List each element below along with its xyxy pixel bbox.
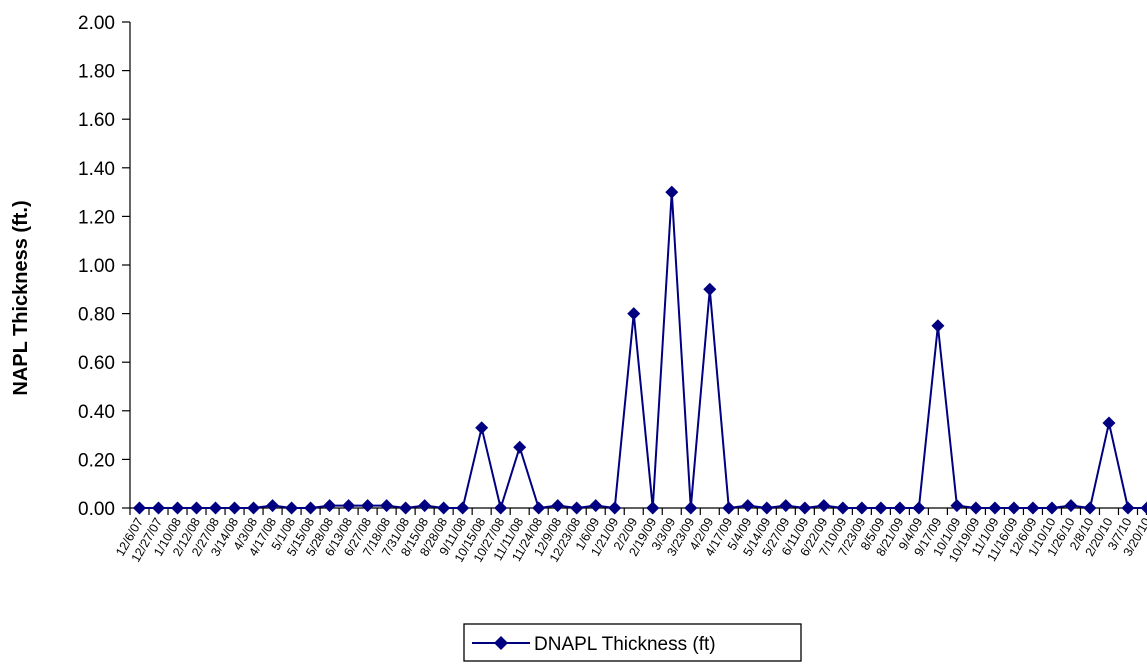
data-point-marker bbox=[513, 441, 526, 454]
data-point-marker bbox=[475, 421, 488, 434]
data-point-marker bbox=[399, 502, 412, 515]
data-point-marker bbox=[551, 499, 564, 512]
data-point-marker bbox=[152, 502, 165, 515]
data-point-marker bbox=[380, 499, 393, 512]
data-point-marker bbox=[1064, 499, 1077, 512]
data-point-marker bbox=[1083, 502, 1096, 515]
data-point-marker bbox=[570, 502, 583, 515]
y-tick-label: 1.80 bbox=[78, 62, 115, 83]
data-point-marker bbox=[133, 502, 146, 515]
data-point-marker bbox=[532, 502, 545, 515]
data-point-marker bbox=[209, 502, 222, 515]
y-tick-label: 0.00 bbox=[78, 499, 115, 520]
data-point-marker bbox=[608, 502, 621, 515]
data-point-marker bbox=[893, 502, 906, 515]
data-point-marker bbox=[589, 499, 602, 512]
data-point-marker bbox=[1121, 502, 1134, 515]
data-point-marker bbox=[323, 499, 336, 512]
data-point-marker bbox=[760, 502, 773, 515]
y-tick-label: 1.00 bbox=[78, 256, 115, 277]
data-point-marker bbox=[874, 502, 887, 515]
y-tick-label: 0.60 bbox=[78, 353, 115, 374]
data-point-marker bbox=[494, 502, 507, 515]
y-tick-label: 0.40 bbox=[78, 402, 115, 423]
data-point-marker bbox=[969, 502, 982, 515]
series-line bbox=[140, 192, 1147, 508]
legend-label: DNAPL Thickness (ft) bbox=[534, 634, 716, 655]
data-point-marker bbox=[266, 499, 279, 512]
data-point-marker bbox=[456, 502, 469, 515]
data-point-marker bbox=[342, 499, 355, 512]
data-point-marker bbox=[247, 502, 260, 515]
data-point-marker bbox=[798, 502, 811, 515]
y-tick-label: 1.60 bbox=[78, 110, 115, 131]
data-point-marker bbox=[855, 502, 868, 515]
y-tick-label: 0.20 bbox=[78, 450, 115, 471]
data-point-marker bbox=[646, 502, 659, 515]
y-tick-label: 1.40 bbox=[78, 159, 115, 180]
y-tick-label: 0.80 bbox=[78, 305, 115, 326]
data-point-marker bbox=[931, 319, 944, 332]
data-point-marker bbox=[1045, 502, 1058, 515]
data-point-marker bbox=[836, 502, 849, 515]
y-tick-label: 1.20 bbox=[78, 207, 115, 228]
data-point-marker bbox=[1026, 502, 1039, 515]
data-point-marker bbox=[741, 499, 754, 512]
y-tick-label: 2.00 bbox=[78, 13, 115, 34]
data-point-marker bbox=[361, 499, 374, 512]
series-layer bbox=[133, 186, 1147, 515]
data-point-marker bbox=[950, 499, 963, 512]
data-point-marker bbox=[285, 502, 298, 515]
data-point-marker bbox=[988, 502, 1001, 515]
data-point-marker bbox=[779, 499, 792, 512]
data-point-marker bbox=[703, 283, 716, 296]
data-point-marker bbox=[722, 502, 735, 515]
y-axis-title: NAPL Thickness (ft.) bbox=[10, 200, 32, 395]
y-axis: 0.00 0.20 0.40 0.60 0.80 1.00 1.20 1.40 1.60 1.80… bbox=[78, 13, 130, 520]
data-point-marker bbox=[304, 502, 317, 515]
data-point-marker bbox=[190, 502, 203, 515]
data-point-marker bbox=[437, 502, 450, 515]
data-point-marker bbox=[627, 307, 640, 320]
data-point-marker bbox=[912, 502, 925, 515]
legend: DNAPL Thickness (ft) bbox=[464, 624, 801, 661]
data-point-marker bbox=[1141, 502, 1147, 515]
data-point-marker bbox=[418, 499, 431, 512]
data-point-marker bbox=[171, 502, 184, 515]
data-point-marker bbox=[1102, 416, 1115, 429]
data-point-marker bbox=[817, 499, 830, 512]
data-point-marker bbox=[228, 502, 241, 515]
data-point-marker bbox=[665, 186, 678, 199]
x-axis: 12/6/0712/27/071/10/082/12/082/27/083/14… bbox=[113, 508, 1147, 565]
data-point-marker bbox=[684, 502, 697, 515]
data-point-marker bbox=[1007, 502, 1020, 515]
